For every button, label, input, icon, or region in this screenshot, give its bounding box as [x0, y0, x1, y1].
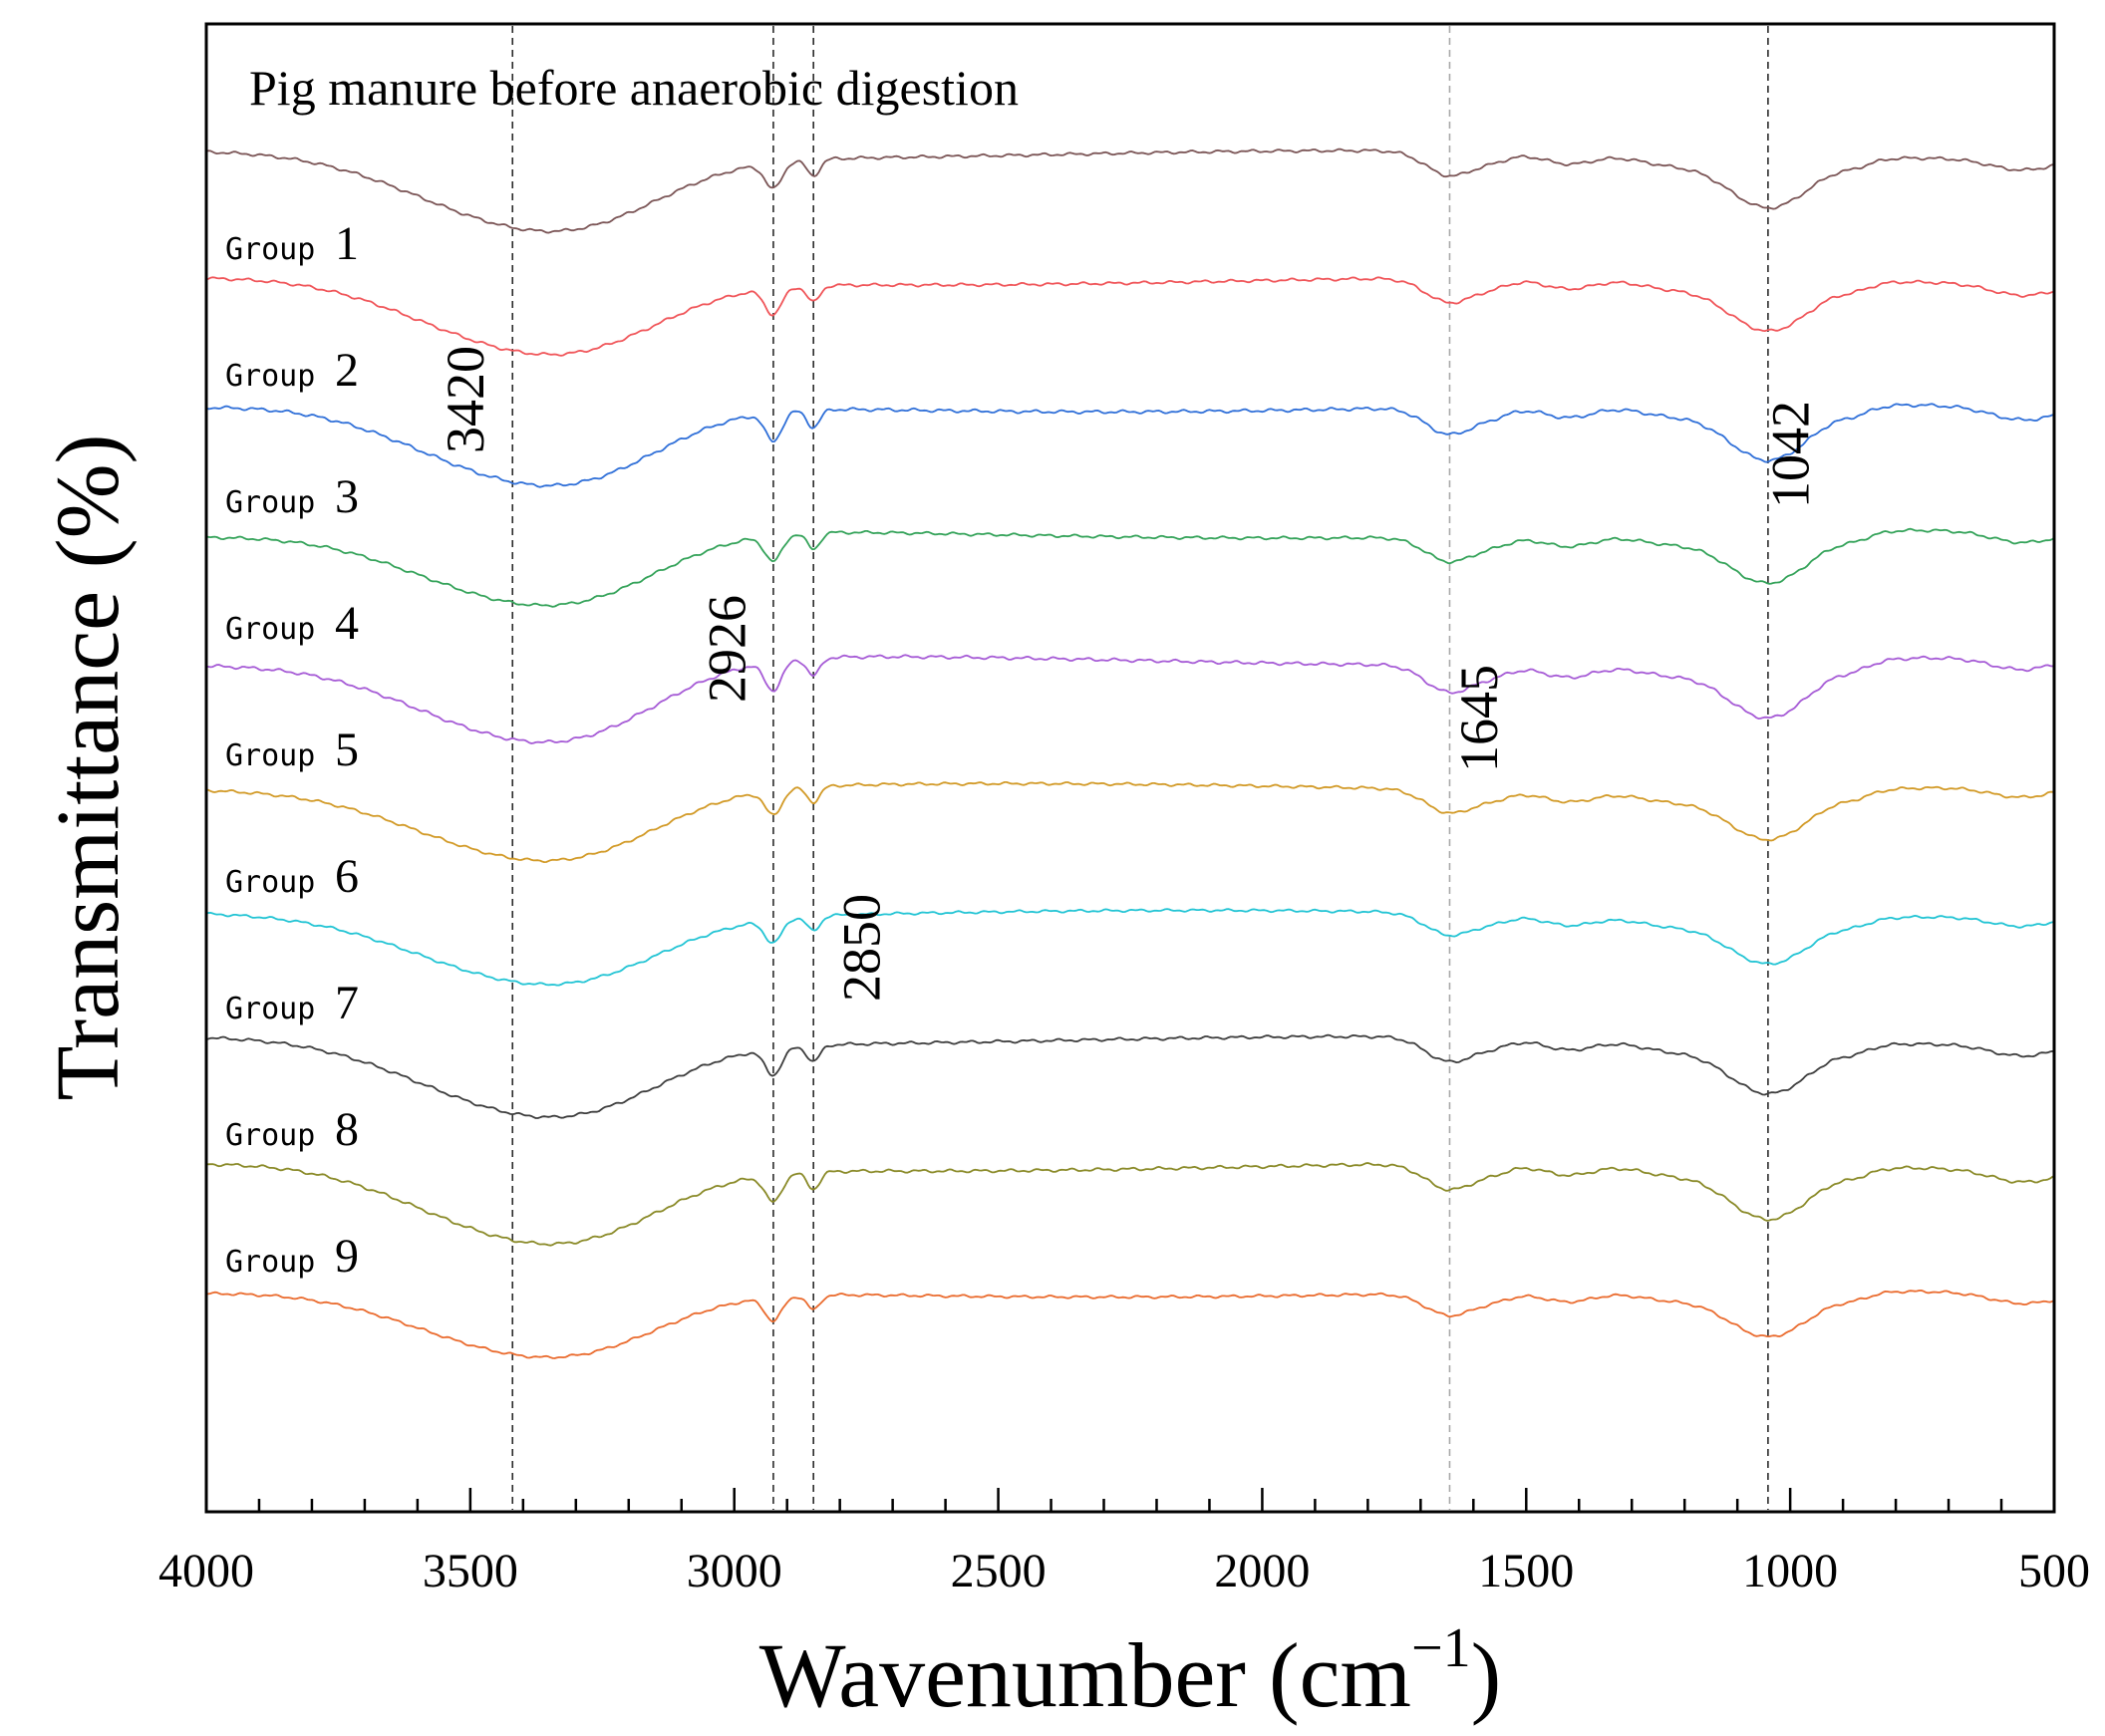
series-label-group-7: Group 7 — [225, 977, 359, 1029]
reference-line-labels: 3420 2926 2850 1645 1042 — [436, 346, 1821, 1002]
x-tick-label: 4000 — [158, 1545, 254, 1597]
series-label-number: 4 — [335, 597, 359, 650]
series-label-word: Group — [225, 865, 315, 900]
series-label-word: Group — [225, 1118, 315, 1153]
series-label-word: Group — [225, 359, 315, 394]
series-label-group-5: Group 5 — [225, 723, 359, 776]
series-line-group-4 — [205, 654, 2055, 744]
x-tick-label: 3000 — [687, 1545, 782, 1597]
series-label-word: Group — [225, 232, 315, 267]
series-line-group-1 — [205, 276, 2055, 357]
series-label-group-6: Group 6 — [225, 850, 359, 903]
series-label-number: 3 — [335, 470, 359, 523]
x-tick-label: 3500 — [423, 1545, 518, 1597]
series-line-group-9 — [205, 1290, 2055, 1359]
x-axis-label-main: Wavenumber (cm — [759, 1624, 1411, 1726]
x-axis-label-superscript: −1 — [1411, 1617, 1471, 1679]
reference-label-2850: 2850 — [831, 894, 891, 1002]
series-label-word: Group — [225, 992, 315, 1026]
reference-label-1042: 1042 — [1761, 401, 1821, 508]
series-line-group-8 — [205, 1162, 2055, 1247]
x-axis-label: Wavenumber (cm−1) — [759, 1617, 1501, 1726]
series-line-group-3 — [205, 527, 2055, 608]
series-label-number: 1 — [335, 217, 359, 270]
series-line-group-5 — [205, 781, 2055, 863]
series-line-raw — [205, 147, 2055, 234]
x-axis-label-close: ) — [1471, 1624, 1502, 1726]
reference-label-2926: 2926 — [697, 595, 756, 703]
x-tick-label: 2500 — [951, 1545, 1047, 1597]
plot-frame — [204, 22, 2056, 1514]
reference-label-3420: 3420 — [436, 346, 495, 453]
x-axis: 4000 3500 3000 2500 2000 1500 1000 500 — [158, 1488, 2090, 1597]
series-line-group-7 — [205, 1033, 2055, 1119]
series-label-number: 6 — [335, 850, 359, 903]
series-label-word: Group — [225, 485, 315, 520]
series-label-group-4: Group 4 — [225, 597, 359, 650]
series-label-group-2: Group 2 — [225, 344, 359, 397]
series-label-word: Group — [225, 612, 315, 647]
series-label-number: 5 — [335, 723, 359, 776]
series-label-group-1: Group 1 — [225, 217, 359, 270]
x-tick-label: 1500 — [1478, 1545, 1574, 1597]
series-label-group-9: Group 9 — [225, 1230, 359, 1283]
series-label-number: 2 — [335, 344, 359, 397]
series-line-group-2 — [205, 403, 2055, 488]
reference-label-1645: 1645 — [1449, 665, 1509, 772]
x-tick-label: 1000 — [1742, 1545, 1838, 1597]
series-line-group-6 — [205, 908, 2055, 987]
series-label-word: Group — [225, 738, 315, 773]
series-label-number: 8 — [335, 1103, 359, 1156]
series-label-word: Group — [225, 1245, 315, 1280]
x-tick-label: 2000 — [1214, 1545, 1310, 1597]
y-axis-label: Transmittance (%) — [39, 434, 138, 1100]
series-lines — [205, 147, 2055, 1359]
chart-title: Pig manure before anaerobic digestion — [249, 60, 1019, 116]
series-label-group-8: Group 8 — [225, 1103, 359, 1156]
x-tick-label: 500 — [2018, 1545, 2090, 1597]
series-label-group-3: Group 3 — [225, 470, 359, 523]
reference-lines — [511, 26, 1769, 1510]
series-label-number: 7 — [335, 977, 359, 1029]
series-label-number: 9 — [335, 1230, 359, 1283]
